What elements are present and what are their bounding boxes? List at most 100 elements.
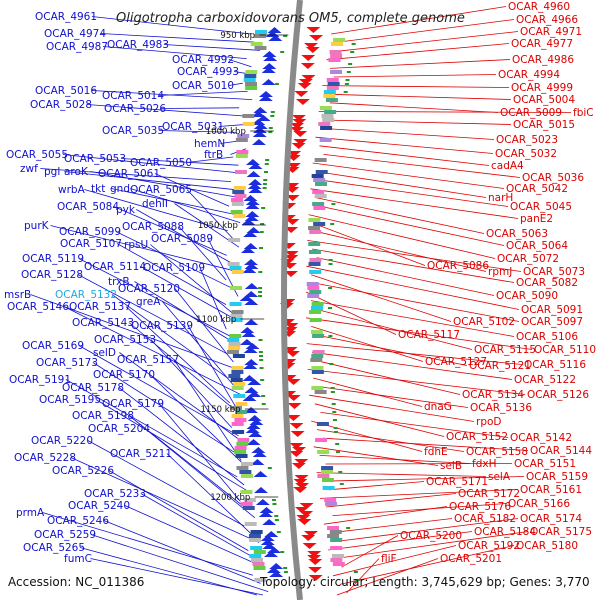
gene-label-right[interactable]: OCAR_5201 <box>440 553 502 565</box>
gene-label-left[interactable]: OCAR_5173 <box>36 357 98 369</box>
gene-label-left[interactable]: fumC <box>64 553 92 565</box>
gene-label-left[interactable]: prmA <box>16 507 45 519</box>
gene-label-left[interactable]: OCAR_5228 <box>14 452 76 464</box>
gene-label-right[interactable]: OCAR_5159 <box>526 471 588 483</box>
gene-label-left[interactable]: OCAR_5088 <box>122 221 184 233</box>
gene-label-right[interactable]: OCAR_5182 <box>454 513 516 525</box>
gene-label-left[interactable]: gnd <box>110 183 130 195</box>
gene-label-right[interactable]: OCAR_5175 <box>530 526 592 538</box>
gene-label-right[interactable]: OCAR_5171 <box>426 476 488 488</box>
gene-label-left[interactable]: OCAR_5220 <box>31 435 93 447</box>
gene-label-left[interactable]: OCAR_5053 <box>64 153 126 165</box>
gene-label-left[interactable]: OCAR_5233 <box>84 488 146 500</box>
gene-label-right[interactable]: OCAR_5015 <box>513 119 575 131</box>
gene-label-left[interactable]: rpsU <box>124 239 148 251</box>
gene-label-right[interactable]: OCAR_5122 <box>514 374 576 386</box>
gene-label-left[interactable]: OCAR_5178 <box>62 382 124 394</box>
gene-label-left[interactable]: OCAR_4987 <box>46 41 108 53</box>
gene-label-left[interactable]: hemN <box>194 138 225 150</box>
gene-label-left[interactable]: OCAR_5065 <box>130 184 192 196</box>
gene-label-left[interactable]: OCAR_4993 <box>177 66 239 78</box>
gene-label-left[interactable]: OCAR_5099 <box>59 226 121 238</box>
gene-label-left[interactable]: OCAR_5146 <box>7 301 69 313</box>
gene-label-right[interactable]: OCAR_5126 <box>527 389 589 401</box>
gene-label-right[interactable]: fbiC <box>573 107 594 119</box>
gene-label-left[interactable]: OCAR_5157 <box>117 354 179 366</box>
gene-label-left[interactable]: tkt <box>91 183 105 195</box>
gene-label-right[interactable]: OCAR_5064 <box>506 240 568 252</box>
gene-label-right[interactable]: dnaG <box>424 401 452 413</box>
gene-label-right[interactable]: OCAR_5110 <box>534 344 596 356</box>
gene-label-right[interactable]: OCAR_5144 <box>530 445 592 457</box>
gene-label-left[interactable]: OCAR_5120 <box>118 283 180 295</box>
gene-label-right[interactable]: OCAR_5102 <box>453 316 515 328</box>
gene-label-left[interactable]: OCAR_5107 <box>60 238 122 250</box>
gene-label-right[interactable]: OCAR_5176 <box>449 501 511 513</box>
gene-label-right[interactable]: OCAR_5180 <box>516 540 578 552</box>
gene-label-right[interactable]: OCAR_5072 <box>497 253 559 265</box>
gene-label-left[interactable]: OCAR_5139 <box>131 320 193 332</box>
gene-label-left[interactable]: OCAR_5153 <box>94 334 156 346</box>
gene-label-left[interactable]: aroK <box>64 166 89 178</box>
gene-label-left[interactable]: greA <box>136 296 161 308</box>
gene-label-left[interactable]: OCAR_4961 <box>35 11 97 23</box>
gene-label-left[interactable]: OCAR_5204 <box>88 423 150 435</box>
gene-label-left[interactable]: OCAR_4983 <box>107 39 169 51</box>
gene-label-right[interactable]: OCAR_5090 <box>496 290 558 302</box>
gene-label-left[interactable]: OCAR_5061 <box>98 168 160 180</box>
gene-label-right[interactable]: OCAR_5032 <box>495 148 557 160</box>
gene-label-left[interactable]: OCAR_5259 <box>34 529 96 541</box>
gene-label-left[interactable]: OCAR_5026 <box>104 103 166 115</box>
gene-label-right[interactable]: OCAR_5134 <box>462 389 524 401</box>
gene-label-left[interactable]: OCAR_5169 <box>22 340 84 352</box>
gene-label-left[interactable]: OCAR_5265 <box>23 542 85 554</box>
gene-label-left[interactable]: OCAR_5014 <box>102 90 164 102</box>
gene-label-left[interactable]: OCAR_4974 <box>44 28 106 40</box>
gene-label-left[interactable]: purK <box>24 220 50 232</box>
gene-label-right[interactable]: fliF <box>381 553 397 565</box>
gene-label-left[interactable]: OCAR_5179 <box>102 398 164 410</box>
gene-label-left[interactable]: OCAR_5137 <box>69 301 131 313</box>
gene-label-right[interactable]: OCAR_5151 <box>514 458 576 470</box>
gene-label-right[interactable]: panE2 <box>520 213 553 225</box>
gene-label-left[interactable]: OCAR_5246 <box>47 515 109 527</box>
gene-label-left[interactable]: OCAR_5128 <box>21 269 83 281</box>
gene-label-left[interactable]: trxB <box>108 276 130 288</box>
gene-label-right[interactable]: OCAR_4966 <box>516 14 578 26</box>
gene-label-right[interactable]: OCAR_5121 <box>469 360 531 372</box>
gene-label-right[interactable]: OCAR_5117 <box>398 329 460 341</box>
gene-label-left[interactable]: pgl <box>44 166 60 178</box>
gene-label-left[interactable]: OCAR_5031 <box>162 121 224 133</box>
gene-label-left[interactable]: wrbA <box>58 184 86 196</box>
gene-label-right[interactable]: OCAR_5127 <box>425 356 487 368</box>
gene-label-right[interactable]: OCAR_4986 <box>512 54 574 66</box>
gene-label-right[interactable]: OCAR_4971 <box>520 26 582 38</box>
gene-label-left[interactable]: OCAR_5195 <box>39 394 101 406</box>
gene-label-right[interactable]: OCAR_5152 <box>446 431 508 443</box>
gene-label-right[interactable]: OCAR_5009 <box>500 107 562 119</box>
gene-label-right[interactable]: OCAR_4977 <box>511 38 573 50</box>
gene-label-right[interactable]: selB <box>440 460 462 472</box>
gene-label-left[interactable]: zwf <box>20 163 38 175</box>
gene-label-right[interactable]: OCAR_4960 <box>508 1 570 13</box>
gene-label-right[interactable]: OCAR_5091 <box>521 304 583 316</box>
gene-label-right[interactable]: OCAR_5184 <box>474 526 536 538</box>
gene-label-left[interactable]: OCAR_5240 <box>68 500 130 512</box>
gene-label-right[interactable]: OCAR_5004 <box>513 94 575 106</box>
gene-label-right[interactable]: OCAR_4999 <box>511 82 573 94</box>
gene-label-right[interactable]: OCAR_5142 <box>510 432 572 444</box>
gene-label-right[interactable]: rpmJ <box>488 266 512 278</box>
gene-label-left[interactable]: ftrB <box>204 149 223 161</box>
gene-label-left[interactable]: OCAR_5143 <box>72 317 134 329</box>
gene-label-left[interactable]: OCAR_5170 <box>93 369 155 381</box>
gene-label-left[interactable]: OCAR_5211 <box>110 448 172 460</box>
gene-label-right[interactable]: OCAR_4994 <box>498 69 560 81</box>
gene-label-left[interactable]: OCAR_5198 <box>72 410 134 422</box>
gene-label-right[interactable]: OCAR_5045 <box>510 201 572 213</box>
gene-label-right[interactable]: selA <box>488 471 511 483</box>
gene-label-right[interactable]: OCAR_5192 <box>458 540 520 552</box>
gene-label-right[interactable]: cadA4 <box>491 160 524 172</box>
gene-label-left[interactable]: OCAR_5050 <box>130 157 192 169</box>
gene-label-right[interactable]: OCAR_5063 <box>486 228 548 240</box>
gene-label-left[interactable]: OCAR_5010 <box>172 80 234 92</box>
